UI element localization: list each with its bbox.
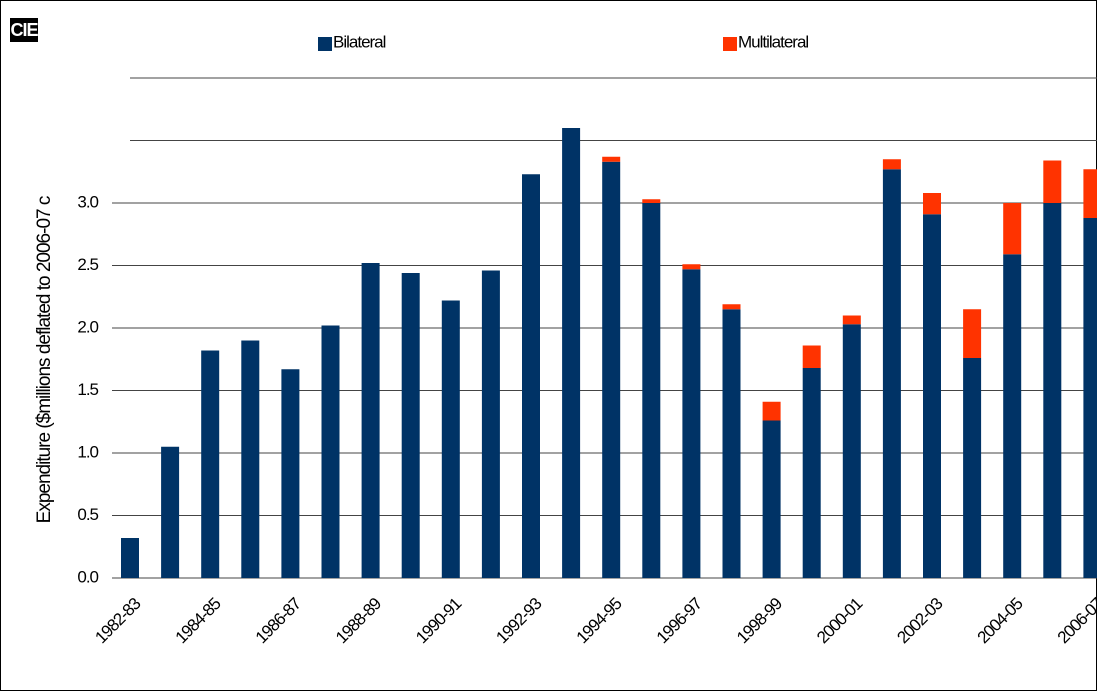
x-tick-label: 1994-95 [573, 594, 626, 647]
x-tick-label: 2006-07 [1054, 594, 1097, 647]
bar-segment [682, 269, 701, 578]
x-tick-label: 1984-85 [172, 594, 225, 647]
x-tick-label: 2000-01 [813, 594, 866, 647]
bar-segment [882, 169, 901, 578]
bar-segment [842, 315, 861, 325]
bar-segment [802, 368, 821, 578]
bar-segment [161, 446, 180, 578]
bar-segment [481, 270, 500, 578]
bar-segment [201, 350, 220, 578]
bar-segment [441, 300, 460, 578]
bar-segment [1083, 218, 1097, 578]
x-tick-label: 2002-03 [893, 594, 946, 647]
bar-segment [682, 264, 701, 270]
bar-segment [1083, 169, 1097, 218]
y-tick-label: 0.0 [77, 567, 98, 586]
logo-box [10, 18, 38, 42]
bar-segment [923, 214, 941, 578]
bar-segment [882, 159, 901, 170]
logo: CIE [10, 20, 38, 40]
bar-segment [1043, 203, 1062, 578]
bar-segment [762, 401, 781, 421]
bar-segment [121, 538, 139, 578]
x-tick-label: 2004-05 [974, 594, 1027, 647]
legend-label: Multilateral [738, 32, 808, 51]
legend-label: Bilateral [333, 32, 386, 51]
bar-segment [802, 345, 821, 368]
x-tick-label: 1986-87 [252, 594, 305, 647]
bar-segment [642, 203, 661, 578]
bar-segment [963, 309, 982, 358]
legend-swatch [723, 37, 737, 51]
bar-segment [321, 325, 340, 578]
y-tick-label: 1.0 [77, 442, 98, 461]
x-tick-label: 1998-99 [733, 594, 786, 647]
bar-segment [762, 420, 781, 578]
bar-segment [602, 161, 621, 578]
bar-segment [923, 193, 941, 215]
bar-segment [241, 340, 260, 578]
y-tick-label: 1.5 [77, 380, 98, 399]
x-tick-label: 1990-91 [412, 594, 465, 647]
y-tick-label: 2.0 [77, 317, 98, 336]
bar-segment [963, 358, 982, 578]
bar-segment [722, 304, 741, 310]
y-axis-title: Expenditure ($millions deflated to 2006-… [34, 196, 55, 523]
x-tick-label: 1996-97 [653, 594, 706, 647]
y-tick-label: 2.5 [77, 255, 98, 274]
bar-segment [722, 309, 741, 578]
bar-segment [602, 156, 621, 162]
x-tick-label: 1982-83 [91, 594, 144, 647]
bar-segment [562, 128, 581, 578]
bar-segment [361, 263, 380, 578]
y-tick-label: 3.0 [77, 192, 98, 211]
bar-segment [1043, 160, 1062, 203]
legend-swatch [318, 37, 332, 51]
x-tick-label: 1992-93 [492, 594, 545, 647]
bar-segment [281, 369, 300, 578]
bar-segment [642, 199, 661, 203]
bar-segment [1003, 254, 1022, 578]
bar-segment [522, 174, 540, 578]
bar-segment [401, 273, 420, 578]
x-tick-label: 1988-89 [332, 594, 385, 647]
bar-segment [842, 324, 861, 578]
y-tick-label: 0.5 [77, 505, 98, 524]
bar-segment [1003, 203, 1022, 255]
